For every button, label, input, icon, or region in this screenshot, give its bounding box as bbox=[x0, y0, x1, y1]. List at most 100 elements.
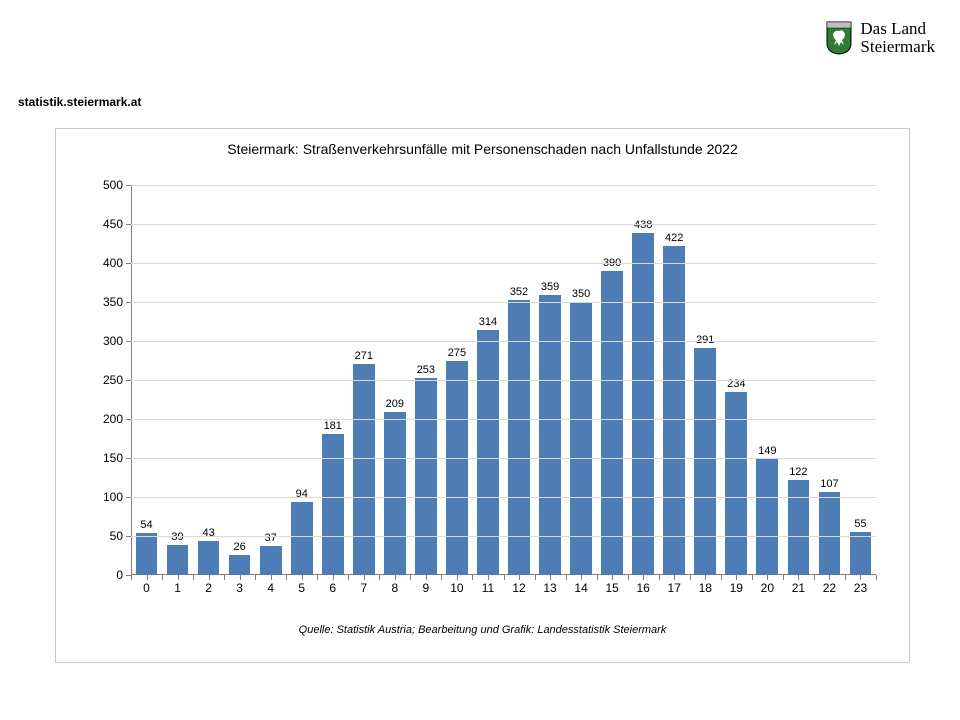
x-tick-mark bbox=[457, 575, 458, 580]
x-tick-mark bbox=[364, 575, 365, 580]
brand-logo: Das Land Steiermark bbox=[826, 20, 935, 56]
x-tick-mark bbox=[147, 575, 148, 580]
site-label: statistik.steiermark.at bbox=[18, 95, 141, 109]
x-boundary-tick bbox=[255, 575, 256, 580]
bar: 43 bbox=[198, 541, 220, 575]
x-tick-mark bbox=[581, 575, 582, 580]
x-boundary-tick bbox=[379, 575, 380, 580]
grid-line bbox=[131, 380, 876, 381]
bar: 390 bbox=[601, 271, 623, 575]
bar-value-label: 55 bbox=[850, 518, 872, 532]
grid-line bbox=[131, 302, 876, 303]
chart-title: Steiermark: Straßenverkehrsunfälle mit P… bbox=[56, 141, 909, 157]
bar: 94 bbox=[291, 502, 313, 575]
bar-value-label: 54 bbox=[136, 519, 158, 533]
bar: 26 bbox=[229, 555, 251, 575]
brand-text: Das Land Steiermark bbox=[860, 20, 935, 56]
grid-line bbox=[131, 536, 876, 537]
bar-value-label: 149 bbox=[756, 445, 778, 459]
bar-value-label: 275 bbox=[446, 347, 468, 361]
x-boundary-tick bbox=[504, 575, 505, 580]
bar: 438 bbox=[632, 233, 654, 575]
x-tick-mark bbox=[302, 575, 303, 580]
grid-line bbox=[131, 341, 876, 342]
bar: 54 bbox=[136, 533, 158, 575]
bar-value-label: 122 bbox=[788, 466, 810, 480]
bar-value-label: 352 bbox=[508, 286, 530, 300]
bar: 209 bbox=[384, 412, 406, 575]
x-boundary-tick bbox=[472, 575, 473, 580]
x-boundary-tick bbox=[348, 575, 349, 580]
x-tick-mark bbox=[240, 575, 241, 580]
bar: 422 bbox=[663, 246, 685, 575]
bar-value-label: 359 bbox=[539, 281, 561, 295]
grid-line bbox=[131, 458, 876, 459]
x-tick-mark bbox=[643, 575, 644, 580]
x-tick-mark bbox=[798, 575, 799, 580]
y-tick-label: 250 bbox=[103, 373, 131, 387]
bar: 181 bbox=[322, 434, 344, 575]
x-boundary-tick bbox=[286, 575, 287, 580]
bar-value-label: 209 bbox=[384, 398, 406, 412]
x-boundary-tick bbox=[162, 575, 163, 580]
grid-line bbox=[131, 263, 876, 264]
grid-line bbox=[131, 224, 876, 225]
x-tick-mark bbox=[705, 575, 706, 580]
x-boundary-tick bbox=[441, 575, 442, 580]
x-tick-mark bbox=[271, 575, 272, 580]
bar-value-label: 271 bbox=[353, 350, 375, 364]
bar: 291 bbox=[694, 348, 716, 575]
x-boundary-tick bbox=[845, 575, 846, 580]
bar-value-label: 39 bbox=[167, 531, 189, 545]
y-tick-label: 400 bbox=[103, 256, 131, 270]
y-tick-label: 150 bbox=[103, 451, 131, 465]
source-line: Quelle: Statistik Austria; Bearbeitung u… bbox=[56, 624, 909, 636]
bar-value-label: 350 bbox=[570, 288, 592, 302]
x-tick-mark bbox=[829, 575, 830, 580]
x-boundary-tick bbox=[410, 575, 411, 580]
x-tick-mark bbox=[333, 575, 334, 580]
brand-line1: Das Land bbox=[860, 20, 935, 38]
x-tick-mark bbox=[426, 575, 427, 580]
grid-line bbox=[131, 419, 876, 420]
bar: 271 bbox=[353, 364, 375, 575]
x-boundary-tick bbox=[224, 575, 225, 580]
x-boundary-tick bbox=[193, 575, 194, 580]
x-tick-mark bbox=[860, 575, 861, 580]
bar: 314 bbox=[477, 330, 499, 575]
y-tick-label: 200 bbox=[103, 412, 131, 426]
bar-value-label: 107 bbox=[819, 478, 841, 492]
x-tick-mark bbox=[488, 575, 489, 580]
bar-value-label: 37 bbox=[260, 532, 282, 546]
y-tick-label: 0 bbox=[116, 568, 131, 582]
x-boundary-tick bbox=[690, 575, 691, 580]
x-tick-mark bbox=[674, 575, 675, 580]
bar-value-label: 422 bbox=[663, 232, 685, 246]
x-boundary-tick bbox=[628, 575, 629, 580]
x-boundary-tick bbox=[752, 575, 753, 580]
x-tick-mark bbox=[612, 575, 613, 580]
bar-value-label: 181 bbox=[322, 420, 344, 434]
x-boundary-tick bbox=[721, 575, 722, 580]
bar: 39 bbox=[167, 545, 189, 575]
x-boundary-tick bbox=[783, 575, 784, 580]
x-tick-mark bbox=[736, 575, 737, 580]
y-tick-label: 500 bbox=[103, 178, 131, 192]
x-boundary-tick bbox=[566, 575, 567, 580]
bar: 37 bbox=[260, 546, 282, 575]
bar: 359 bbox=[539, 295, 561, 575]
x-tick-mark bbox=[209, 575, 210, 580]
y-tick-label: 300 bbox=[103, 334, 131, 348]
bar: 122 bbox=[788, 480, 810, 575]
bar: 253 bbox=[415, 378, 437, 575]
bar-value-label: 314 bbox=[477, 316, 499, 330]
page: Das Land Steiermark statistik.steiermark… bbox=[0, 0, 960, 720]
x-boundary-tick bbox=[597, 575, 598, 580]
x-boundary-tick bbox=[814, 575, 815, 580]
y-tick-label: 100 bbox=[103, 490, 131, 504]
bar-value-label: 253 bbox=[415, 364, 437, 378]
bar: 55 bbox=[850, 532, 872, 575]
bar-value-label: 26 bbox=[229, 541, 251, 555]
bar-value-label: 94 bbox=[291, 488, 313, 502]
chart-frame: Steiermark: Straßenverkehrsunfälle mit P… bbox=[55, 128, 910, 663]
